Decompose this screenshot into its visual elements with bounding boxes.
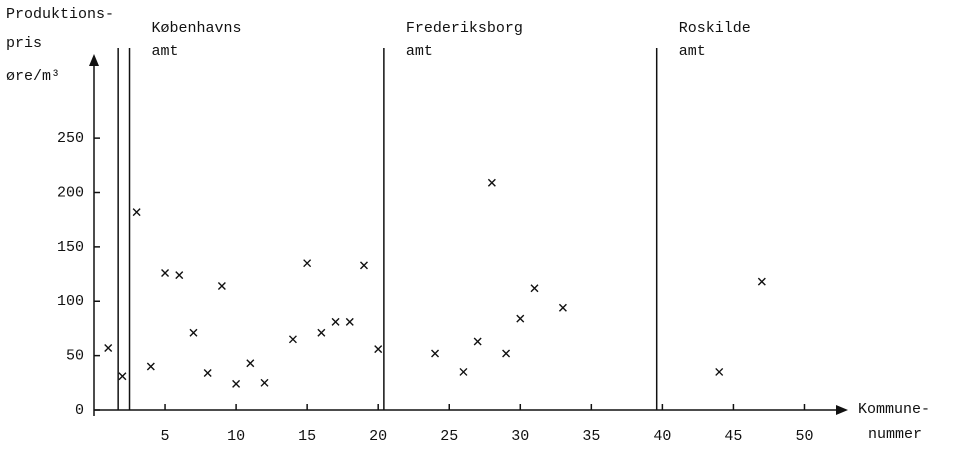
point bbox=[331, 317, 340, 326]
y-tick-label: 150 bbox=[57, 239, 84, 256]
y-label: Produktions- bbox=[6, 6, 114, 23]
point bbox=[757, 277, 766, 286]
point bbox=[217, 282, 226, 291]
point bbox=[502, 349, 511, 358]
point bbox=[260, 378, 269, 387]
point bbox=[246, 359, 255, 368]
point bbox=[459, 367, 468, 376]
point bbox=[161, 268, 170, 277]
y-arrow bbox=[89, 54, 99, 66]
region-label: Frederiksborg bbox=[406, 20, 523, 37]
region-label: amt bbox=[406, 43, 433, 60]
region-label: amt bbox=[679, 43, 706, 60]
x-tick-label: 30 bbox=[511, 428, 529, 445]
x-tick-label: 40 bbox=[653, 428, 671, 445]
point bbox=[232, 379, 241, 388]
point bbox=[288, 335, 297, 344]
point bbox=[715, 367, 724, 376]
point bbox=[359, 261, 368, 270]
x-tick-label: 5 bbox=[161, 428, 170, 445]
region-label: amt bbox=[152, 43, 179, 60]
y-tick-label: 200 bbox=[57, 184, 84, 201]
point bbox=[104, 344, 113, 353]
y-label: pris bbox=[6, 35, 42, 52]
x-label: Kommune- bbox=[858, 401, 930, 418]
point bbox=[146, 362, 155, 371]
point bbox=[487, 178, 496, 187]
x-tick-label: 35 bbox=[582, 428, 600, 445]
x-tick-label: 15 bbox=[298, 428, 316, 445]
x-tick-label: 50 bbox=[795, 428, 813, 445]
region-label: Københavns bbox=[152, 20, 242, 37]
point bbox=[558, 303, 567, 312]
point bbox=[189, 328, 198, 337]
point bbox=[431, 349, 440, 358]
point bbox=[317, 328, 326, 337]
point bbox=[303, 259, 312, 268]
x-tick-label: 45 bbox=[724, 428, 742, 445]
y-tick-label: 100 bbox=[57, 293, 84, 310]
y-label: øre/m³ bbox=[6, 68, 60, 85]
x-tick-label: 10 bbox=[227, 428, 245, 445]
region-label: Roskilde bbox=[679, 20, 751, 37]
x-tick-label: 20 bbox=[369, 428, 387, 445]
point bbox=[473, 337, 482, 346]
x-arrow bbox=[836, 405, 848, 415]
y-tick-label: 250 bbox=[57, 130, 84, 147]
point bbox=[374, 345, 383, 354]
point bbox=[516, 314, 525, 323]
point bbox=[530, 284, 539, 293]
point bbox=[175, 271, 184, 280]
x-label: nummer bbox=[868, 426, 922, 443]
point bbox=[118, 372, 127, 381]
point bbox=[203, 369, 212, 378]
x-tick-label: 25 bbox=[440, 428, 458, 445]
point bbox=[132, 208, 141, 217]
point bbox=[345, 317, 354, 326]
y-tick-label: 0 bbox=[75, 402, 84, 419]
y-tick-label: 50 bbox=[66, 348, 84, 365]
